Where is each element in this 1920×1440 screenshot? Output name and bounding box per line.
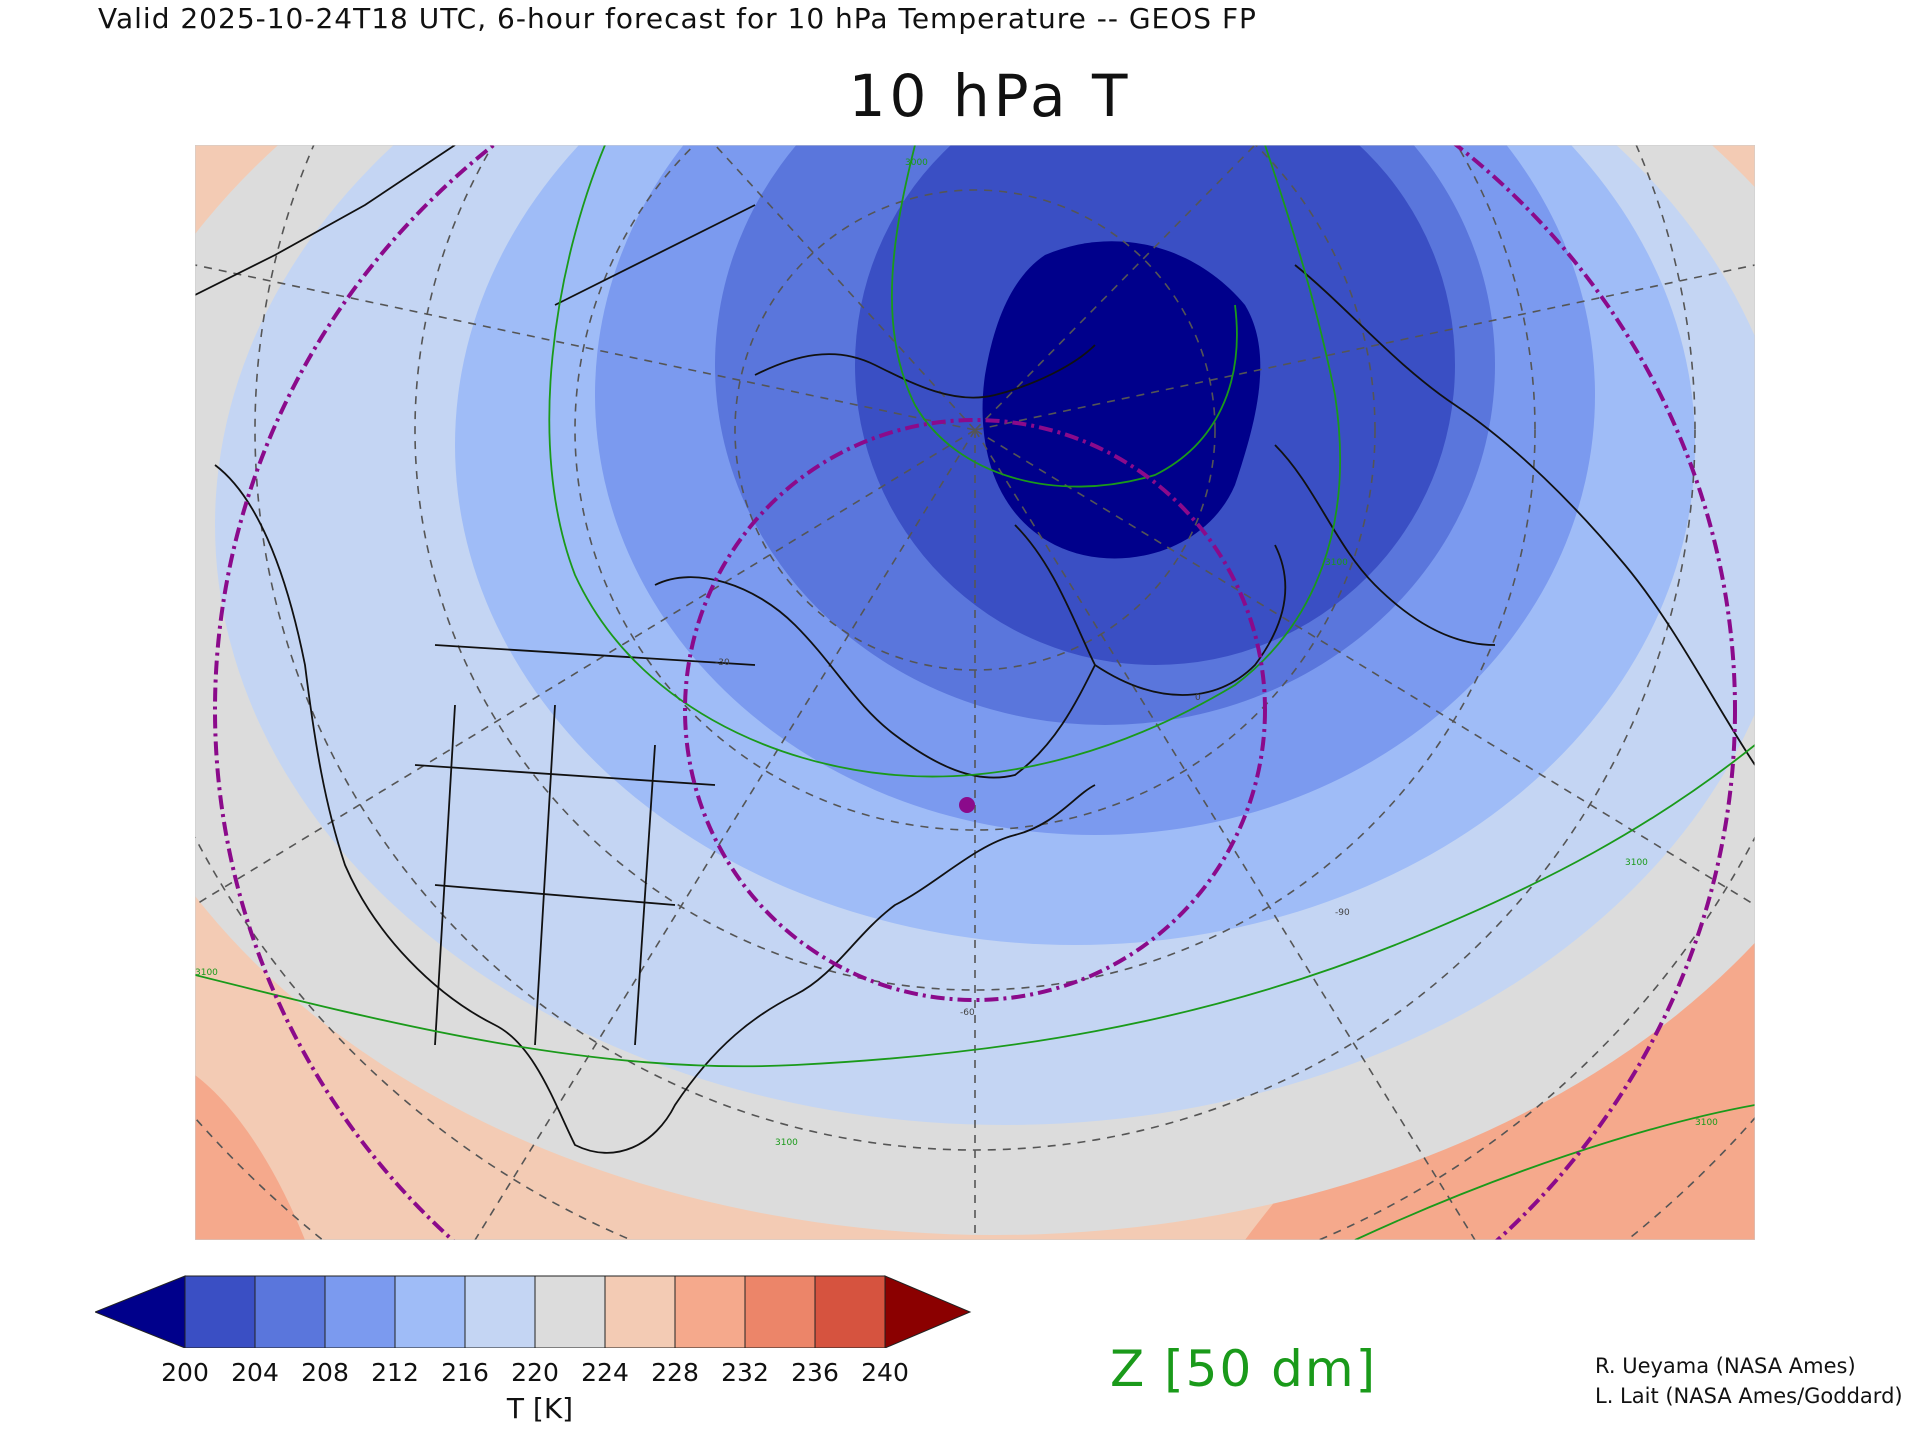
colorbar xyxy=(95,1275,972,1348)
contour-label: 3100 xyxy=(775,1138,798,1148)
colorbar-tick-label: 220 xyxy=(511,1358,559,1387)
height-contour-label: Z [50 dm] xyxy=(1110,1340,1378,1398)
colorbar-cell xyxy=(324,1275,396,1348)
contour-label: 3000 xyxy=(905,158,928,168)
colorbar-cell xyxy=(534,1275,606,1348)
colorbar-tick-label: 228 xyxy=(651,1358,699,1387)
colorbar-cell xyxy=(464,1275,536,1348)
reference-rings xyxy=(213,145,1737,1240)
colorbar-tick-label: 212 xyxy=(371,1358,419,1387)
graticule-label: -60 xyxy=(960,1008,975,1018)
colorbar-cell xyxy=(254,1275,326,1348)
colorbar-tick-label: 200 xyxy=(161,1358,209,1387)
colorbar-tick-label: 232 xyxy=(721,1358,769,1387)
colorbar-tick-label: 208 xyxy=(301,1358,349,1387)
colorbar-cell xyxy=(394,1275,466,1348)
colorbar-label: T [K] xyxy=(506,1392,574,1425)
graticule-label: -30 xyxy=(715,658,730,668)
location-marker xyxy=(959,797,975,813)
colorbar-tick-label: 236 xyxy=(791,1358,839,1387)
field-232-southwest xyxy=(195,1075,305,1240)
colorbar-tick-label: 224 xyxy=(581,1358,629,1387)
contour-label: 3100 xyxy=(195,968,218,978)
colorbar-tick-label: 216 xyxy=(441,1358,489,1387)
colorbar-cell xyxy=(814,1275,886,1348)
page-title: 10 hPa T xyxy=(848,62,1132,130)
graticule-label: -90 xyxy=(1335,908,1350,918)
contour-label: 3100 xyxy=(1325,558,1348,568)
coastlines xyxy=(195,145,1755,1154)
colorbar-cell xyxy=(744,1275,816,1348)
contour-label: 3100 xyxy=(1695,1118,1718,1128)
valid-time-line: Valid 2025-10-24T18 UTC, 6-hour forecast… xyxy=(98,2,1257,35)
field-below-200 xyxy=(982,241,1261,559)
colorbar-tick-label: 240 xyxy=(861,1358,909,1387)
colorbar-cell xyxy=(674,1275,746,1348)
colorbar-arrow-low xyxy=(95,1275,186,1348)
colorbar-tick-label: 204 xyxy=(231,1358,279,1387)
colorbar-cell xyxy=(184,1275,256,1348)
height-contours xyxy=(195,145,1755,1240)
graticule xyxy=(195,145,1755,1240)
graticule-label: 0 xyxy=(1195,693,1201,703)
colorbar-arrow-high xyxy=(884,1275,972,1348)
credit-line: L. Lait (NASA Ames/Goddard) xyxy=(1595,1384,1903,1408)
credit-line: R. Ueyama (NASA Ames) xyxy=(1595,1354,1856,1378)
temperature-map: 3100 3100 3100 3100 3100 3000 -60 -90 -3… xyxy=(195,145,1755,1240)
colorbar-cell xyxy=(604,1275,676,1348)
contour-label: 3100 xyxy=(1625,858,1648,868)
colorbar-cells xyxy=(95,1275,972,1348)
